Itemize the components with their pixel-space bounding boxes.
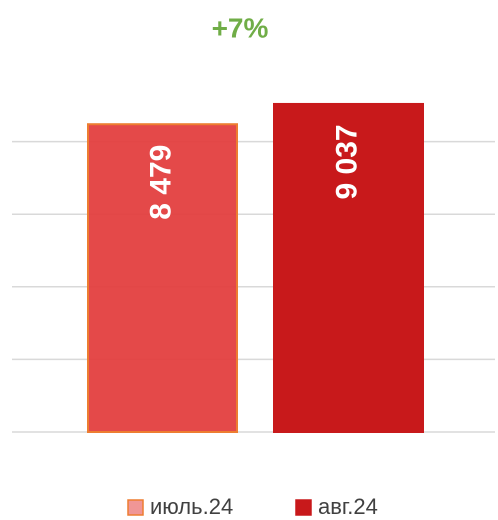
legend-swatch — [127, 499, 144, 516]
value-label: 9 037 — [330, 124, 363, 199]
value-label: 8 479 — [144, 145, 177, 220]
legend-label: июль.24 — [150, 494, 233, 519]
bar — [87, 123, 238, 433]
legend-label: авг.24 — [318, 494, 378, 519]
legend-swatch — [295, 499, 312, 516]
bar — [273, 102, 424, 433]
change-annotation: +7% — [212, 12, 269, 43]
